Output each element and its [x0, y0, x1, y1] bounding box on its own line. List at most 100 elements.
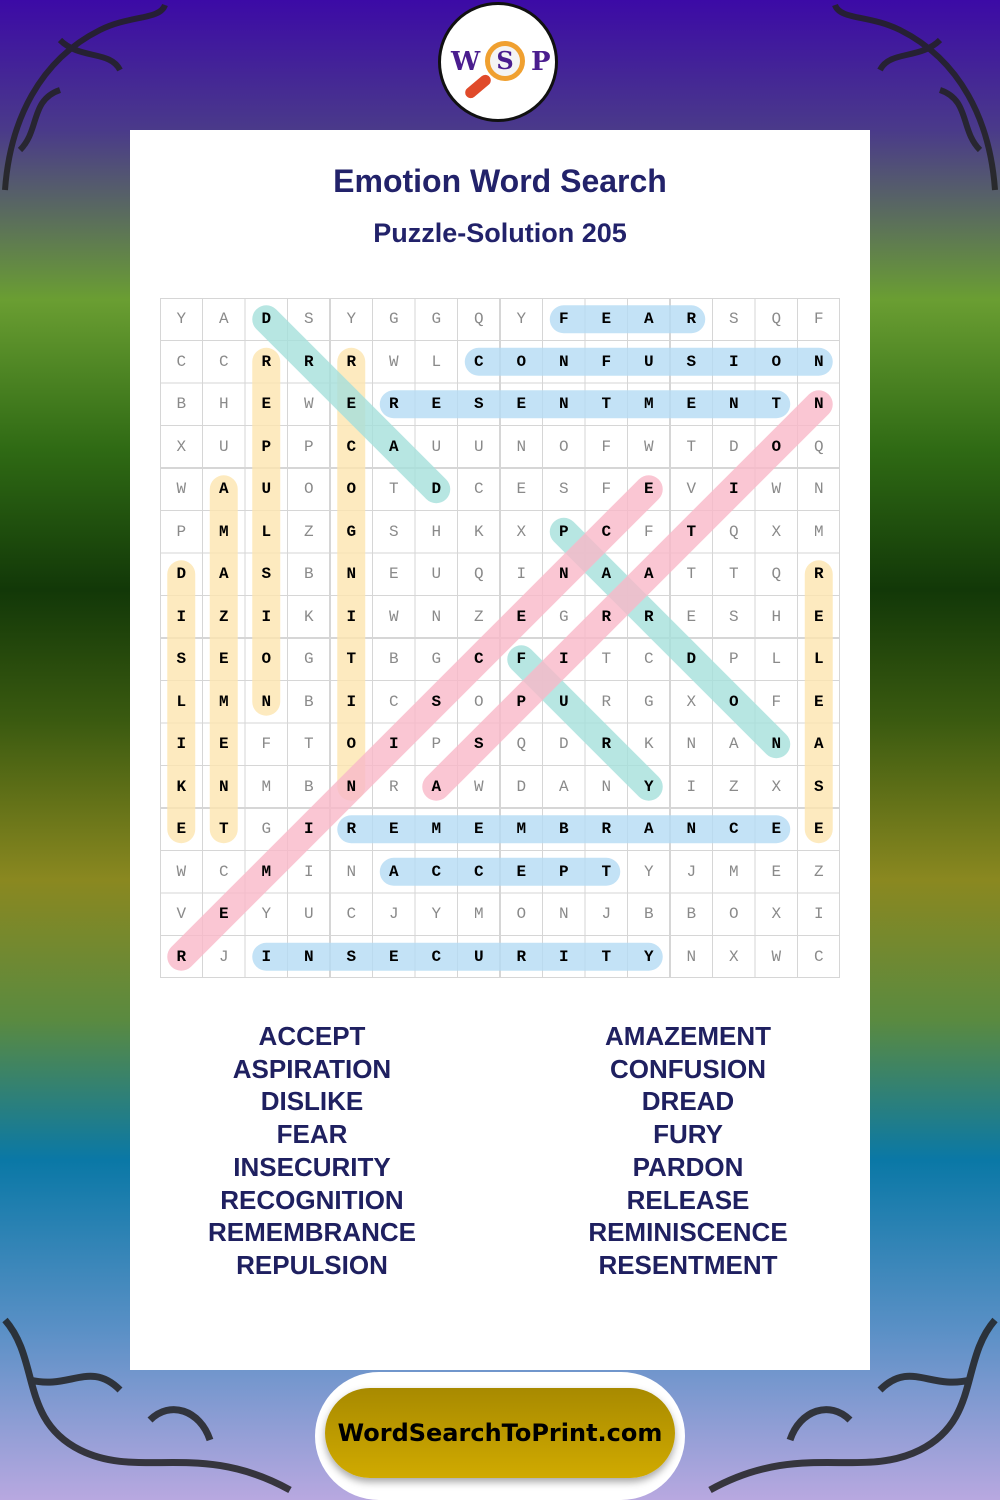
- grid-cell[interactable]: R: [346, 352, 357, 371]
- grid-cell[interactable]: O: [346, 735, 357, 753]
- grid-cell[interactable]: V: [686, 480, 697, 498]
- grid-cell[interactable]: D: [558, 735, 569, 753]
- grid-cell[interactable]: M: [516, 820, 527, 838]
- grid-cell[interactable]: H: [771, 607, 782, 626]
- grid-cell[interactable]: T: [601, 947, 612, 966]
- grid-cell[interactable]: C: [728, 820, 739, 838]
- grid-cell[interactable]: B: [176, 395, 187, 413]
- grid-cell[interactable]: R: [261, 352, 272, 371]
- grid-cell[interactable]: K: [176, 777, 187, 796]
- grid-cell[interactable]: E: [388, 820, 399, 838]
- grid-cell[interactable]: G: [303, 650, 314, 668]
- grid-cell[interactable]: Y: [643, 777, 654, 796]
- grid-cell[interactable]: Q: [516, 735, 527, 753]
- grid-cell[interactable]: M: [218, 692, 229, 711]
- grid-cell[interactable]: B: [558, 820, 569, 838]
- grid-cell[interactable]: N: [558, 395, 569, 413]
- grid-cell[interactable]: C: [388, 692, 399, 711]
- grid-cell[interactable]: S: [473, 395, 484, 413]
- grid-cell[interactable]: E: [431, 395, 442, 413]
- grid-cell[interactable]: Q: [813, 437, 824, 456]
- grid-cell[interactable]: C: [473, 650, 484, 668]
- grid-cell[interactable]: Y: [346, 310, 357, 328]
- grid-cell[interactable]: B: [388, 650, 399, 668]
- grid-cell[interactable]: A: [431, 777, 442, 796]
- grid-cell[interactable]: J: [686, 862, 697, 881]
- grid-cell[interactable]: D: [176, 565, 187, 583]
- grid-cell[interactable]: U: [473, 947, 484, 966]
- grid-cell[interactable]: E: [813, 820, 824, 838]
- grid-cell[interactable]: C: [643, 650, 654, 668]
- grid-cell[interactable]: D: [728, 437, 739, 456]
- grid-cell[interactable]: I: [728, 352, 739, 371]
- grid-cell[interactable]: L: [261, 522, 272, 541]
- grid-cell[interactable]: S: [431, 692, 442, 711]
- grid-cell[interactable]: N: [686, 947, 697, 966]
- grid-cell[interactable]: R: [516, 947, 527, 966]
- grid-cell[interactable]: U: [261, 480, 272, 498]
- grid-cell[interactable]: I: [176, 735, 187, 753]
- grid-cell[interactable]: G: [558, 607, 569, 626]
- grid-cell[interactable]: M: [813, 522, 824, 541]
- grid-cell[interactable]: I: [176, 607, 187, 626]
- grid-cell[interactable]: E: [176, 820, 187, 838]
- grid-cell[interactable]: E: [516, 607, 527, 626]
- grid-cell[interactable]: B: [303, 692, 314, 711]
- grid-cell[interactable]: E: [813, 607, 824, 626]
- wsp-logo[interactable]: W S P: [438, 2, 558, 122]
- grid-cell[interactable]: H: [218, 395, 229, 413]
- grid-cell[interactable]: D: [686, 650, 697, 668]
- grid-cell[interactable]: E: [516, 862, 527, 881]
- grid-cell[interactable]: A: [558, 777, 569, 796]
- grid-cell[interactable]: Y: [643, 862, 654, 881]
- grid-cell[interactable]: A: [643, 820, 654, 838]
- grid-cell[interactable]: U: [431, 565, 442, 583]
- grid-cell[interactable]: G: [643, 692, 654, 711]
- grid-cell[interactable]: I: [303, 862, 314, 881]
- grid-cell[interactable]: I: [388, 735, 399, 753]
- grid-cell[interactable]: N: [601, 777, 612, 796]
- grid-cell[interactable]: E: [261, 395, 272, 413]
- grid-cell[interactable]: A: [218, 310, 229, 328]
- grid-cell[interactable]: W: [176, 862, 187, 881]
- grid-cell[interactable]: G: [431, 310, 442, 328]
- grid-cell[interactable]: T: [346, 650, 357, 668]
- grid-cell[interactable]: Y: [261, 905, 272, 923]
- grid-cell[interactable]: O: [558, 437, 569, 456]
- grid-cell[interactable]: W: [176, 480, 187, 498]
- grid-cell[interactable]: N: [686, 735, 697, 753]
- grid-cell[interactable]: W: [643, 437, 654, 456]
- grid-cell[interactable]: S: [176, 650, 187, 668]
- grid-cell[interactable]: P: [516, 692, 527, 711]
- grid-cell[interactable]: F: [601, 437, 612, 456]
- grid-cell[interactable]: U: [303, 905, 314, 923]
- grid-cell[interactable]: N: [771, 735, 782, 753]
- grid-cell[interactable]: O: [303, 480, 314, 498]
- grid-cell[interactable]: C: [473, 352, 484, 371]
- grid-cell[interactable]: C: [473, 862, 484, 881]
- grid-cell[interactable]: M: [431, 820, 442, 838]
- grid-cell[interactable]: R: [303, 352, 314, 371]
- grid-cell[interactable]: O: [516, 352, 527, 371]
- grid-cell[interactable]: I: [303, 820, 314, 838]
- grid-cell[interactable]: P: [728, 650, 739, 668]
- grid-cell[interactable]: I: [558, 947, 569, 966]
- grid-cell[interactable]: R: [686, 310, 697, 328]
- grid-cell[interactable]: M: [218, 522, 229, 541]
- grid-cell[interactable]: E: [218, 735, 229, 753]
- grid-cell[interactable]: R: [601, 820, 612, 838]
- grid-cell[interactable]: Z: [303, 522, 314, 541]
- grid-cell[interactable]: N: [686, 820, 697, 838]
- grid-cell[interactable]: M: [261, 862, 272, 881]
- grid-cell[interactable]: A: [643, 310, 654, 328]
- grid-cell[interactable]: N: [558, 352, 569, 371]
- grid-cell[interactable]: E: [686, 607, 697, 626]
- grid-cell[interactable]: N: [346, 862, 357, 881]
- grid-cell[interactable]: C: [431, 947, 442, 966]
- grid-cell[interactable]: H: [431, 522, 442, 541]
- grid-cell[interactable]: N: [728, 395, 739, 413]
- grid-cell[interactable]: W: [771, 480, 782, 498]
- grid-cell[interactable]: A: [728, 735, 739, 753]
- grid-cell[interactable]: I: [686, 777, 697, 796]
- grid-cell[interactable]: P: [261, 437, 272, 456]
